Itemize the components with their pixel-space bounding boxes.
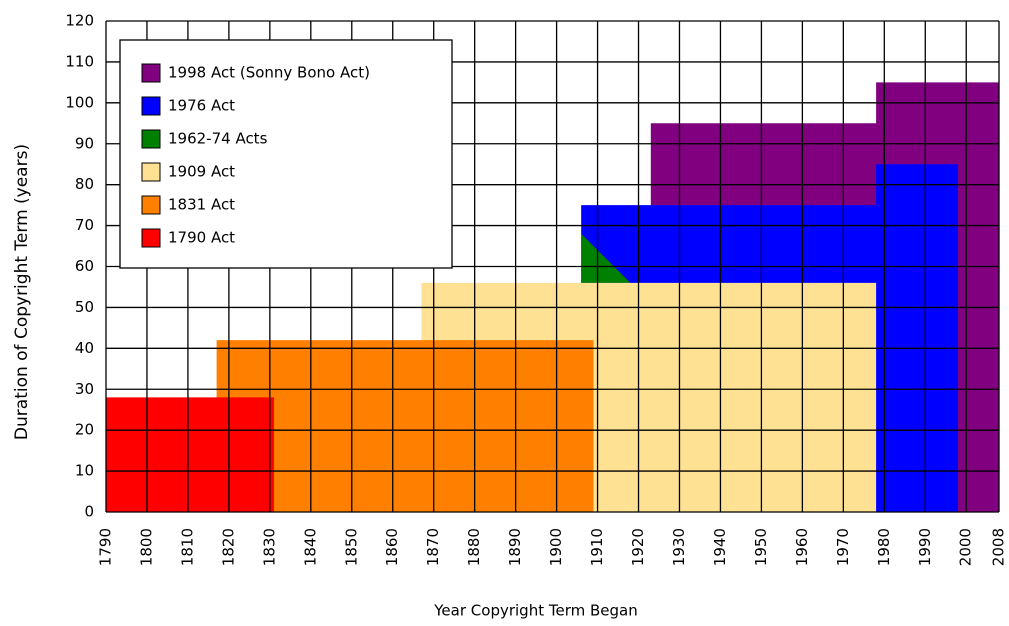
legend-label: 1909 Act (168, 163, 235, 181)
legend-swatch (141, 96, 161, 116)
area (581, 233, 631, 283)
y-tick-label: 40 (75, 339, 94, 357)
y-tick-label: 90 (75, 134, 94, 152)
y-tick-label: 80 (75, 175, 94, 193)
x-tick-label: 1870 (424, 528, 442, 566)
x-tick-label: 1940 (711, 528, 729, 566)
y-tick-label: 120 (65, 12, 94, 30)
x-tick-label: 2008 (990, 528, 1008, 566)
x-tick-label: 1930 (670, 528, 688, 566)
x-tick-label: 1830 (260, 528, 278, 566)
x-tick-label: 1790 (97, 528, 115, 566)
x-tick-label: 1960 (793, 528, 811, 566)
y-tick-label: 0 (84, 503, 94, 521)
legend-box (119, 39, 453, 269)
legend-swatch (141, 162, 161, 182)
legend-swatch (141, 63, 161, 83)
x-axis-label: Year Copyright Term Began (433, 602, 637, 620)
x-tick-label: 1850 (342, 528, 360, 566)
legend-label: 1962-74 Acts (168, 130, 268, 148)
y-tick-label: 110 (65, 52, 94, 70)
x-tick-label: 1910 (588, 528, 606, 566)
legend-label: 1831 Act (168, 196, 235, 214)
legend-label: 1998 Act (Sonny Bono Act) (168, 64, 370, 82)
x-tick-label: 1810 (178, 528, 196, 566)
x-tick-label: 1980 (875, 528, 893, 566)
x-tick-label: 2000 (957, 528, 975, 566)
x-tick-label: 1900 (547, 528, 565, 566)
y-axis-label: Duration of Copyright Term (years) (12, 144, 32, 440)
legend-swatch (141, 228, 161, 248)
x-tick-label: 1990 (916, 528, 934, 566)
legend-swatch (141, 129, 161, 149)
area (106, 397, 274, 512)
y-tick-label: 50 (75, 298, 94, 316)
x-tick-label: 1880 (465, 528, 483, 566)
y-tick-label: 100 (65, 93, 94, 111)
y-tick-label: 10 (75, 462, 94, 480)
y-tick-label: 60 (75, 257, 94, 275)
x-tick-label: 1950 (752, 528, 770, 566)
x-tick-label: 1800 (137, 528, 155, 566)
y-tick-label: 30 (75, 380, 94, 398)
x-tick-label: 1890 (506, 528, 524, 566)
legend-label: 1976 Act (168, 97, 235, 115)
x-tick-label: 1920 (629, 528, 647, 566)
x-tick-label: 1860 (383, 528, 401, 566)
legend-swatch (141, 195, 161, 215)
x-tick-label: 1970 (834, 528, 852, 566)
legend-label: 1790 Act (168, 229, 235, 247)
x-tick-label: 1840 (301, 528, 319, 566)
y-tick-label: 20 (75, 421, 94, 439)
x-tick-label: 1820 (219, 528, 237, 566)
y-tick-label: 70 (75, 216, 94, 234)
